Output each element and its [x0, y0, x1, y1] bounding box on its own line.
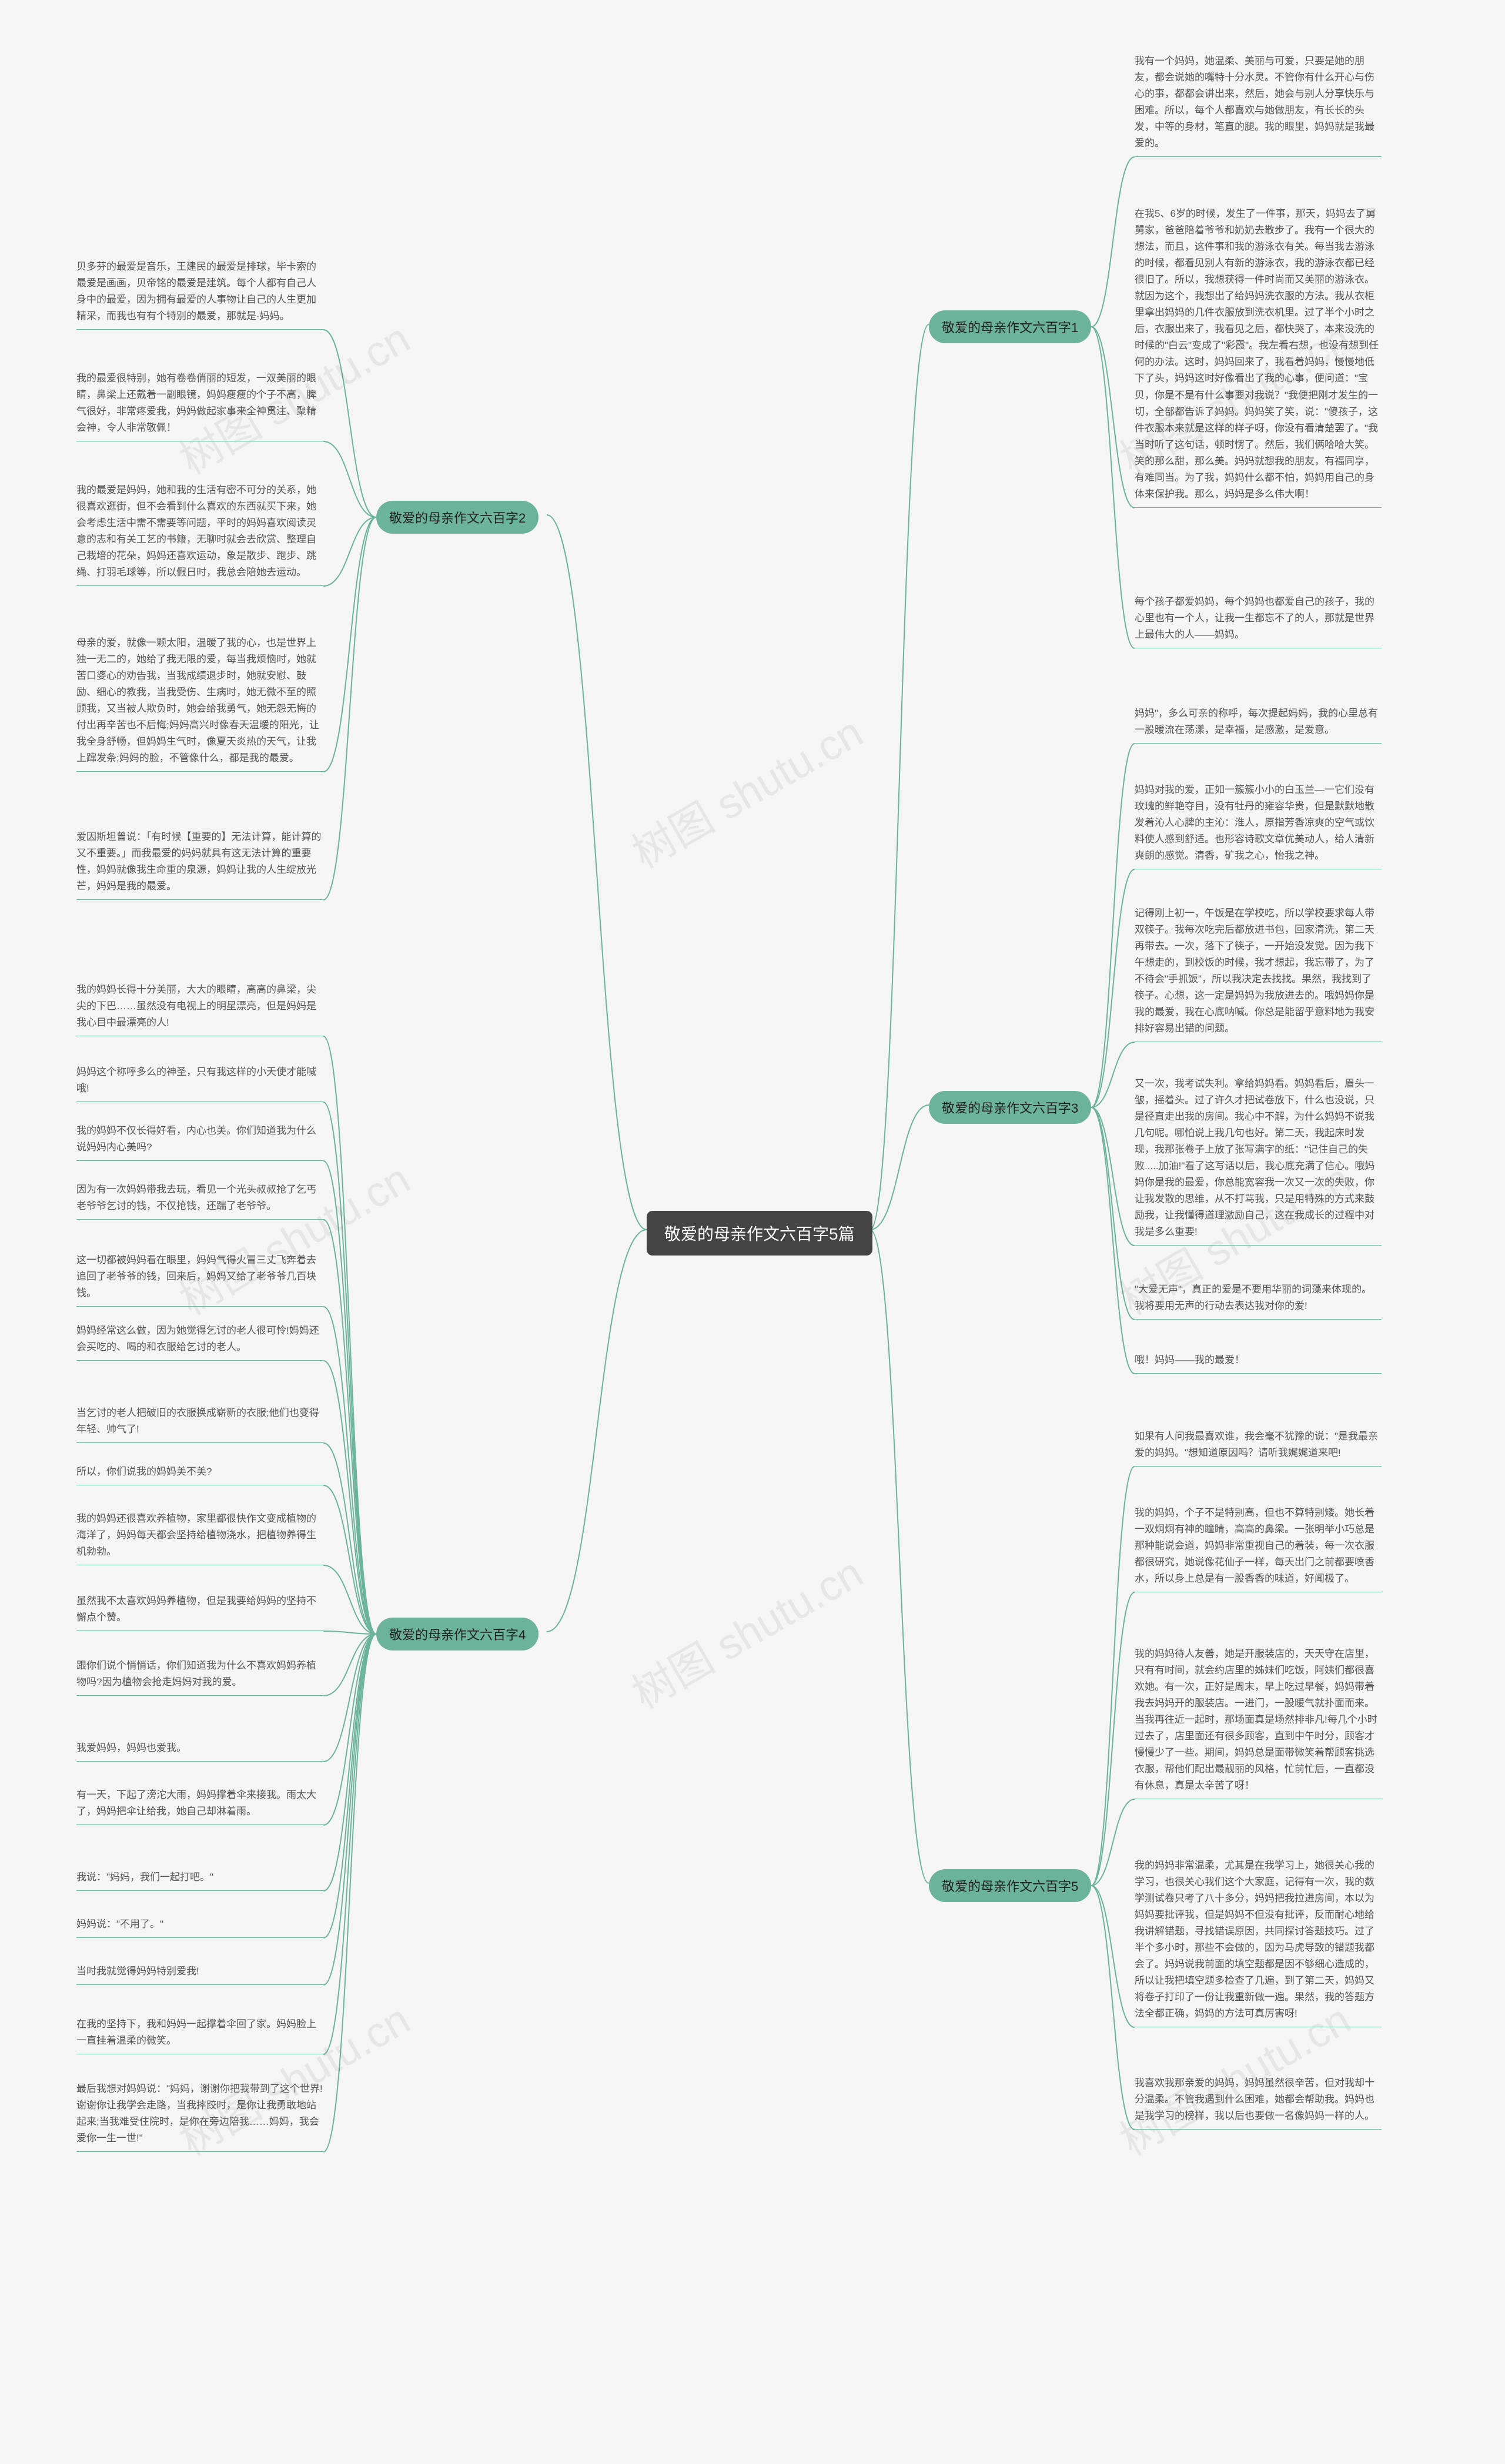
branch-node-b3[interactable]: 敬爱的母亲作文六百字3	[929, 1091, 1091, 1124]
center-node: 敬爱的母亲作文六百字5篇	[647, 1211, 872, 1256]
leaf-text: 虽然我不太喜欢妈妈养植物，但是我要给妈妈的坚持不懈点个赞。	[76, 1593, 323, 1631]
branch-node-b4[interactable]: 敬爱的母亲作文六百字4	[376, 1618, 539, 1651]
leaf-text: 我有一个妈妈，她温柔、美丽与可爱，只要是她的朋友，都会说她的嘴特十分水灵。不管你…	[1135, 53, 1382, 157]
leaf-text: 我喜欢我那亲爱的妈妈，妈妈虽然很辛苦，但对我却十分温柔。不管我遇到什么困难，她都…	[1135, 2075, 1382, 2130]
leaf-text: 我爱妈妈，妈妈也爱我。	[76, 1740, 323, 1762]
leaf-text: 在我5、6岁的时候，发生了一件事，那天，妈妈去了舅舅家，爸爸陪着爷爷和奶奶去散步…	[1135, 206, 1382, 508]
leaf-text: 因为有一次妈妈带我去玩，看见一个光头叔叔抢了乞丐老爷爷乞讨的钱，不仅抢钱，还踹了…	[76, 1181, 323, 1220]
leaf-text: 我的妈妈不仅长得好看，内心也美。你们知道我为什么说妈妈内心美吗?	[76, 1123, 323, 1161]
leaf-text: 妈妈经常这么做，因为她觉得乞讨的老人很可怜!妈妈还会买吃的、喝的和衣服给乞讨的老…	[76, 1323, 323, 1361]
leaf-text: 最后我想对妈妈说："妈妈，谢谢你把我带到了这个世界!谢谢你让我学会走路，当我摔跤…	[76, 2081, 323, 2152]
leaf-text: 这一切都被妈妈看在眼里，妈妈气得火冒三丈飞奔着去追回了老爷爷的钱，回来后，妈妈又…	[76, 1252, 323, 1307]
branch-node-b5[interactable]: 敬爱的母亲作文六百字5	[929, 1869, 1091, 1902]
leaf-text: 记得刚上初一，午饭是在学校吃，所以学校要求每人带双筷子。我每次吃完后都放进书包，…	[1135, 905, 1382, 1042]
leaf-text: 我说："妈妈，我们一起打吧。"	[76, 1869, 323, 1891]
leaf-text: 我的妈妈还很喜欢养植物，家里都很快作文变成植物的海洋了，妈妈每天都会坚持给植物浇…	[76, 1511, 323, 1565]
leaf-text: 我的最爱是妈妈，她和我的生活有密不可分的关系，她很喜欢逛街，但不会看到什么喜欢的…	[76, 482, 323, 586]
leaf-text: 母亲的爱，就像一颗太阳，温暖了我的心，也是世界上独一无二的，她给了我无限的爱，每…	[76, 635, 323, 772]
leaf-text: 我的妈妈非常温柔，尤其是在我学习上，她很关心我的学习，也很关心我们这个大家庭，记…	[1135, 1857, 1382, 2027]
leaf-text: "大爱无声"，真正的爱是不要用华丽的词藻来体现的。我将要用无声的行动去表达我对你…	[1135, 1281, 1382, 1320]
leaf-text: 妈妈对我的爱，正如一簇簇小小的白玉兰—一它们没有玫瑰的鲜艳夺目，没有牡丹的雍容华…	[1135, 782, 1382, 869]
leaf-text: 如果有人问我最喜欢谁，我会毫不犹豫的说："是我最亲爱的妈妈。"想知道原因吗？请听…	[1135, 1428, 1382, 1467]
leaf-text: 跟你们说个悄悄话，你们知道我为什么不喜欢妈妈养植物吗?因为植物会抢走妈妈对我的爱…	[76, 1658, 323, 1696]
leaf-text: 妈妈说："不用了。"	[76, 1916, 323, 1938]
branch-node-b2[interactable]: 敬爱的母亲作文六百字2	[376, 501, 539, 534]
watermark: 树图 shutu.cn	[619, 1539, 872, 1720]
branch-node-b1[interactable]: 敬爱的母亲作文六百字1	[929, 310, 1091, 343]
leaf-text: 我的妈妈长得十分美丽，大大的眼睛，高高的鼻梁，尖尖的下巴……虽然没有电视上的明星…	[76, 982, 323, 1036]
leaf-text: 当时我就觉得妈妈特别爱我!	[76, 1963, 323, 1985]
watermark: 树图 shutu.cn	[619, 698, 872, 880]
leaf-text: 我的妈妈，个子不是特别高，但也不算特别矮。她长着一双炯炯有神的瞳睛，高高的鼻梁。…	[1135, 1505, 1382, 1592]
leaf-text: 爱因斯坦曾说：「有时候【重要的】无法计算，能计算的又不重要。」而我最爱的妈妈就具…	[76, 829, 323, 900]
leaf-text: 在我的坚持下，我和妈妈一起撑着伞回了家。妈妈脸上一直挂着温柔的微笑。	[76, 2016, 323, 2054]
leaf-text: 所以，你们说我的妈妈美不美?	[76, 1464, 323, 1485]
leaf-text: 我的最爱很特别，她有卷卷俏丽的短发，一双美丽的眼睛，鼻梁上还戴着一副眼镜，妈妈瘦…	[76, 370, 323, 441]
leaf-text: 我的妈妈待人友善，她是开服装店的，天天守在店里，只有有时间，就会约店里的姊妹们吃…	[1135, 1646, 1382, 1799]
leaf-text: 贝多芬的最爱是音乐，王建民的最爱是排球，毕卡索的最爱是画画，贝帝铭的最爱是建筑。…	[76, 259, 323, 330]
leaf-text: 有一天，下起了滂沱大雨，妈妈撑着伞来接我。雨太大了，妈妈把伞让给我，她自己却淋着…	[76, 1787, 323, 1825]
leaf-text: 妈妈这个称呼多么的神圣，只有我这样的小天使才能喊哦!	[76, 1064, 323, 1102]
leaf-text: 妈妈"，多么可亲的称呼，每次提起妈妈，我的心里总有一股暖流在荡漾，是幸福，是感激…	[1135, 705, 1382, 744]
leaf-text: 当乞讨的老人把破旧的衣服换成崭新的衣服;他们也变得年轻、帅气了!	[76, 1405, 323, 1443]
leaf-text: 又一次，我考试失利。拿给妈妈看。妈妈看后，眉头一皱，摇着头。过了许久才把试卷放下…	[1135, 1076, 1382, 1246]
leaf-text: 每个孩子都爱妈妈，每个妈妈也都爱自己的孩子，我的心里也有一个人，让我一生都忘不了…	[1135, 594, 1382, 648]
leaf-text: 哦！妈妈——我的最爱！	[1135, 1352, 1382, 1374]
